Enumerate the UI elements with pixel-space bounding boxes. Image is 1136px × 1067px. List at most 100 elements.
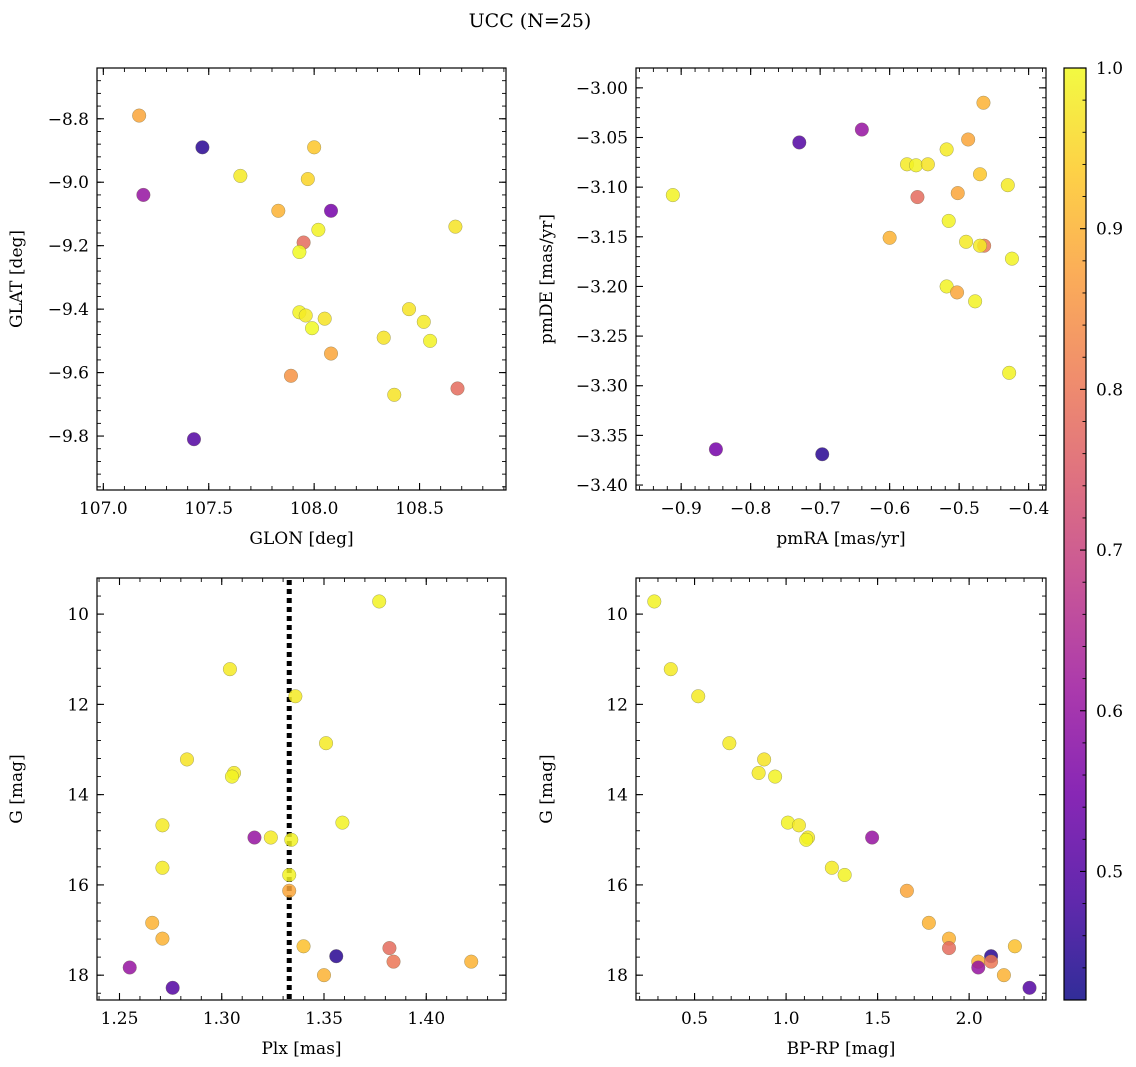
scatter-point xyxy=(757,752,772,767)
scatter-point xyxy=(416,314,431,329)
scatter-point xyxy=(222,662,237,677)
scatter-point xyxy=(288,689,303,704)
scatter-point xyxy=(837,867,852,883)
y-axis-label: pmDE [mas/yr] xyxy=(537,214,557,344)
x-tick-label: 1.35 xyxy=(305,1009,343,1029)
panel-plx-g: 1.25 1.30 1.35 1.40 10 12 14 16 18 Plx [mas] G [ma… xyxy=(7,577,507,1059)
colorbar: 0.5 0.6 0.7 0.8 0.9 1.0 xyxy=(1063,59,1123,1001)
figure-title: UCC (N=25) xyxy=(469,10,592,32)
scatter-point xyxy=(155,860,170,875)
scatter-point xyxy=(882,230,897,245)
scatter-point xyxy=(155,931,170,946)
y-tick-label: 12 xyxy=(67,695,89,715)
x-axis-label: Plx [mas] xyxy=(261,1039,341,1059)
scatter-point xyxy=(961,132,976,147)
y-tick-label: 16 xyxy=(606,876,628,896)
scatter-point xyxy=(854,122,869,137)
y-tick-label: −3.35 xyxy=(576,426,628,446)
scatter-point xyxy=(300,172,315,187)
scatter-point xyxy=(165,980,180,995)
y-tick-label: −9.6 xyxy=(48,364,89,384)
scatter-point xyxy=(136,187,151,202)
scatter-point xyxy=(271,203,286,218)
scatter-point xyxy=(1004,251,1019,266)
panel-pmra-pmde: −0.9 −0.8 −0.7 −0.6 −0.5 −0.4 −3.40 −3.35 −3.30 −… xyxy=(537,67,1049,549)
scatter-point xyxy=(323,203,339,218)
colorbar-gradient xyxy=(1063,67,1087,1001)
x-tick-label: 1.25 xyxy=(101,1009,139,1029)
scatter-point xyxy=(307,140,322,155)
y-tick-label: 10 xyxy=(606,605,628,625)
scatter-point xyxy=(195,140,210,155)
axes-frame xyxy=(96,67,507,491)
scatter-point xyxy=(984,954,999,969)
panels: 107.0 107.5 108.0 108.5 −9.8 −9.6 −9.4 −9.2 −9.0… xyxy=(7,67,1049,1059)
y-tick-label: −8.8 xyxy=(48,110,89,130)
y-tick-label: 10 xyxy=(67,605,89,625)
scatter-point xyxy=(282,883,297,898)
scatter-point xyxy=(155,818,170,833)
x-tick-label: −0.8 xyxy=(730,499,771,519)
scatter-point xyxy=(1022,980,1037,995)
x-tick-label: −0.6 xyxy=(869,499,910,519)
scatter-point xyxy=(323,346,339,361)
y-tick-label: −3.00 xyxy=(576,79,628,99)
scatter-point xyxy=(815,447,830,462)
scatter-point xyxy=(316,968,332,983)
scatter-point xyxy=(799,832,814,847)
scatter-point xyxy=(382,941,397,956)
y-axis-label: G [mag] xyxy=(7,754,27,823)
scatter-point xyxy=(335,815,350,830)
y-tick-label: −3.40 xyxy=(576,476,628,496)
y-tick-label: −9.8 xyxy=(48,427,89,447)
scatter-point xyxy=(311,222,326,237)
scatter-point xyxy=(372,594,387,609)
colorbar-tick-label: 0.5 xyxy=(1096,862,1123,882)
y-tick-label: −3.10 xyxy=(576,178,628,198)
x-tick-label: 1.30 xyxy=(203,1009,241,1029)
scatter-point xyxy=(792,135,807,150)
scatter-point xyxy=(132,108,147,123)
scatter-point xyxy=(722,736,737,751)
scatter-point xyxy=(329,949,344,964)
scatter-point xyxy=(296,939,311,954)
scatter-point xyxy=(791,818,806,833)
scatter-point xyxy=(865,830,880,845)
scatter-point xyxy=(941,941,957,956)
x-tick-label: 108.5 xyxy=(395,499,444,519)
scatter-point xyxy=(920,157,935,172)
x-tick-label: 1.0 xyxy=(773,1009,800,1029)
scatter-point xyxy=(247,830,262,845)
y-tick-label: 18 xyxy=(606,966,628,986)
scatter-point xyxy=(939,142,954,157)
scatter-point xyxy=(283,368,299,383)
x-tick-label: 107.0 xyxy=(79,499,128,519)
x-tick-label: −0.7 xyxy=(800,499,841,519)
axes-frame xyxy=(96,577,507,1001)
scatter-point xyxy=(768,769,783,784)
y-tick-label: 12 xyxy=(606,695,628,715)
x-axis-label: GLON [deg] xyxy=(249,529,353,549)
scatter-point xyxy=(179,752,195,767)
scatter-point xyxy=(224,769,240,784)
scatter-point xyxy=(909,158,924,173)
panel-glon-glat: 107.0 107.5 108.0 108.5 −9.8 −9.6 −9.4 −9.2 −9.0… xyxy=(7,67,507,549)
scatter-point xyxy=(122,960,137,975)
scatter-point xyxy=(448,219,463,234)
scatter-point xyxy=(976,95,991,110)
scatter-point xyxy=(233,168,248,183)
scatter-point xyxy=(691,689,706,704)
scatter-point xyxy=(972,238,988,253)
scatter-point xyxy=(401,302,417,317)
y-tick-label: 16 xyxy=(67,876,89,896)
scatter-point xyxy=(663,662,678,677)
x-tick-label: 1.5 xyxy=(864,1009,891,1029)
scatter-point xyxy=(708,442,723,457)
scatter-point xyxy=(921,915,936,930)
scatter-point xyxy=(910,190,925,205)
scatter-point xyxy=(186,432,202,447)
scatter-point xyxy=(996,968,1011,983)
y-tick-label: −3.05 xyxy=(576,129,628,149)
colorbar-tick-label: 0.8 xyxy=(1096,380,1123,400)
scatter-point xyxy=(950,186,965,201)
